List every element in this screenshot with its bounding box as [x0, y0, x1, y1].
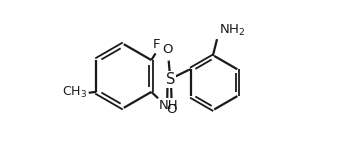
Text: NH$_2$: NH$_2$	[219, 23, 245, 38]
Text: F: F	[152, 38, 160, 51]
Text: S: S	[166, 72, 175, 87]
Text: O: O	[163, 43, 173, 56]
Text: NH: NH	[159, 99, 178, 112]
Text: O: O	[166, 103, 177, 116]
Text: CH$_3$: CH$_3$	[63, 85, 88, 100]
